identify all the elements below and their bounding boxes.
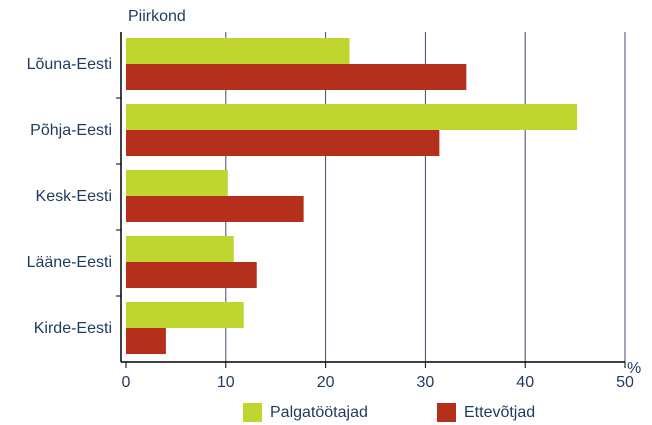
legend-swatch — [243, 403, 262, 422]
bar — [126, 302, 244, 328]
bar — [126, 328, 166, 354]
bar — [126, 104, 578, 130]
bar — [126, 170, 228, 196]
x-tick-label: 30 — [417, 374, 435, 391]
legend-label: Ettevõtjad — [464, 404, 535, 421]
bar — [126, 130, 440, 156]
bar — [126, 196, 304, 222]
x-tick-label: 40 — [516, 374, 534, 391]
legend-label: Palgatöötajad — [270, 404, 368, 421]
legend-swatch — [437, 403, 456, 422]
x-tick-label: 20 — [317, 374, 335, 391]
y-tick-label: Kirde-Eesti — [34, 320, 112, 337]
y-tick-label: Kesk-Eesti — [36, 188, 112, 205]
bar — [126, 38, 350, 64]
y-tick-label: Lääne-Eesti — [27, 254, 112, 271]
bar — [126, 236, 234, 262]
bar — [126, 262, 257, 288]
bar — [126, 64, 467, 90]
x-axis-label: % — [627, 360, 641, 377]
y-tick-label: Põhja-Eesti — [30, 122, 112, 139]
y-tick-label: Lõuna-Eesti — [27, 56, 112, 73]
y-axis-label: Piirkond — [128, 8, 186, 25]
x-tick-label: 0 — [122, 374, 131, 391]
x-tick-label: 50 — [616, 374, 634, 391]
x-tick-label: 10 — [217, 374, 235, 391]
